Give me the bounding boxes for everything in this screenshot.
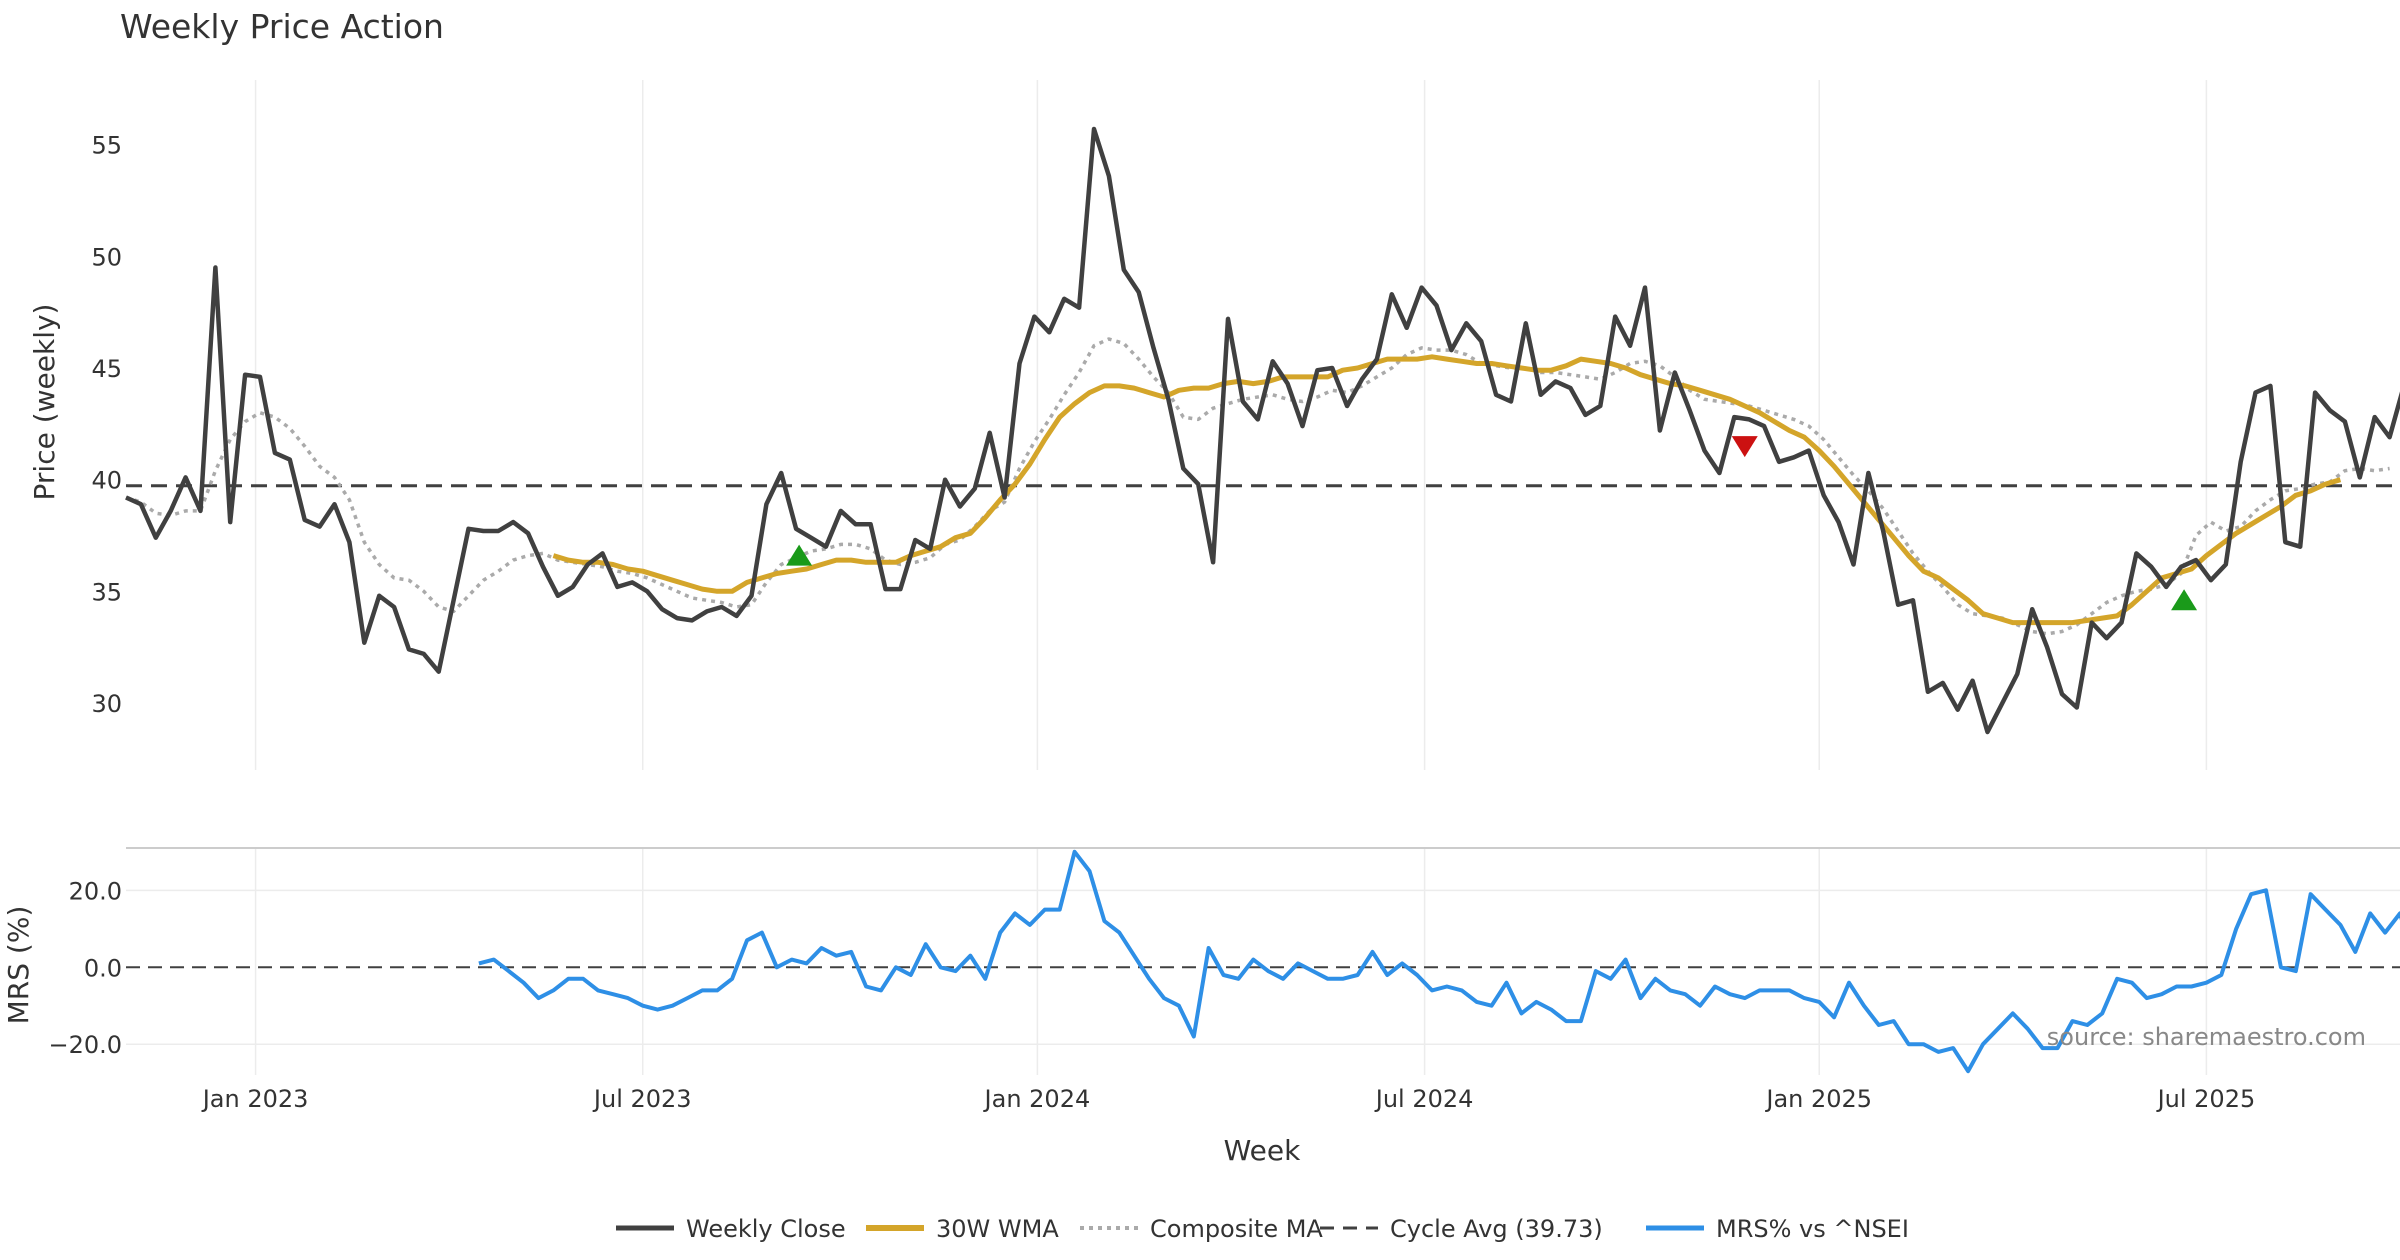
x-tick-label: Jul 2024 — [1374, 1085, 1474, 1113]
legend-label-composite: Composite MA — [1150, 1215, 1323, 1243]
mrs-y-tick-label: 20.0 — [69, 877, 122, 905]
buy-signal-marker — [2171, 589, 2198, 611]
x-tick-label: Jan 2025 — [1764, 1085, 1872, 1113]
price-y-tick-label: 30 — [91, 690, 122, 718]
x-tick-label: Jul 2023 — [592, 1085, 692, 1113]
x-axis-label: Week — [1224, 1134, 1301, 1167]
price-axis-label: Price (weekly) — [28, 304, 61, 501]
source-label: source: sharemaestro.com — [2047, 1023, 2366, 1051]
mrs-axis-label: MRS (%) — [2, 906, 35, 1025]
x-ticks: Jan 2023 Jul 2023 Jan 2024 Jul 2024 Jan 2025… — [201, 1085, 2256, 1113]
x-tick-label: Jan 2023 — [201, 1085, 309, 1113]
mrs-line — [478, 849, 2400, 1074]
signal-markers — [786, 436, 2198, 611]
mrs-y-ticks: −20.0 0.0 20.0 — [48, 877, 122, 1059]
price-y-tick-label: 45 — [91, 355, 122, 383]
legend-label-wma: 30W WMA — [936, 1215, 1059, 1243]
legend-label-mrs: MRS% vs ^NSEI — [1716, 1215, 1909, 1243]
buy-signal-marker — [786, 544, 813, 566]
sell-signal-marker — [1731, 436, 1758, 458]
mrs-y-tick-label: −20.0 — [48, 1031, 122, 1059]
chart-title: Weekly Price Action — [120, 7, 444, 46]
composite-ma-line — [125, 337, 2390, 636]
x-tick-label: Jan 2024 — [983, 1085, 1091, 1113]
mrs-y-tick-label: 0.0 — [84, 954, 122, 982]
price-y-tick-label: 40 — [91, 467, 122, 495]
price-y-ticks: 30 35 40 45 50 55 — [91, 132, 122, 718]
price-y-tick-label: 55 — [91, 132, 122, 160]
legend-label-close: Weekly Close — [686, 1215, 846, 1243]
wma-30w-line — [552, 354, 2342, 626]
legend-label-cycle: Cycle Avg (39.73) — [1390, 1215, 1603, 1243]
x-tick-label: Jul 2025 — [2156, 1085, 2256, 1113]
price-grid — [254, 80, 2208, 770]
price-y-tick-label: 35 — [91, 578, 122, 606]
weekly-close-line — [125, 126, 2400, 735]
legend: Weekly Close 30W WMA Composite MA Cycle Avg… — [616, 1215, 1909, 1243]
mrs-grid — [126, 848, 2400, 1075]
price-y-tick-label: 50 — [91, 243, 122, 271]
